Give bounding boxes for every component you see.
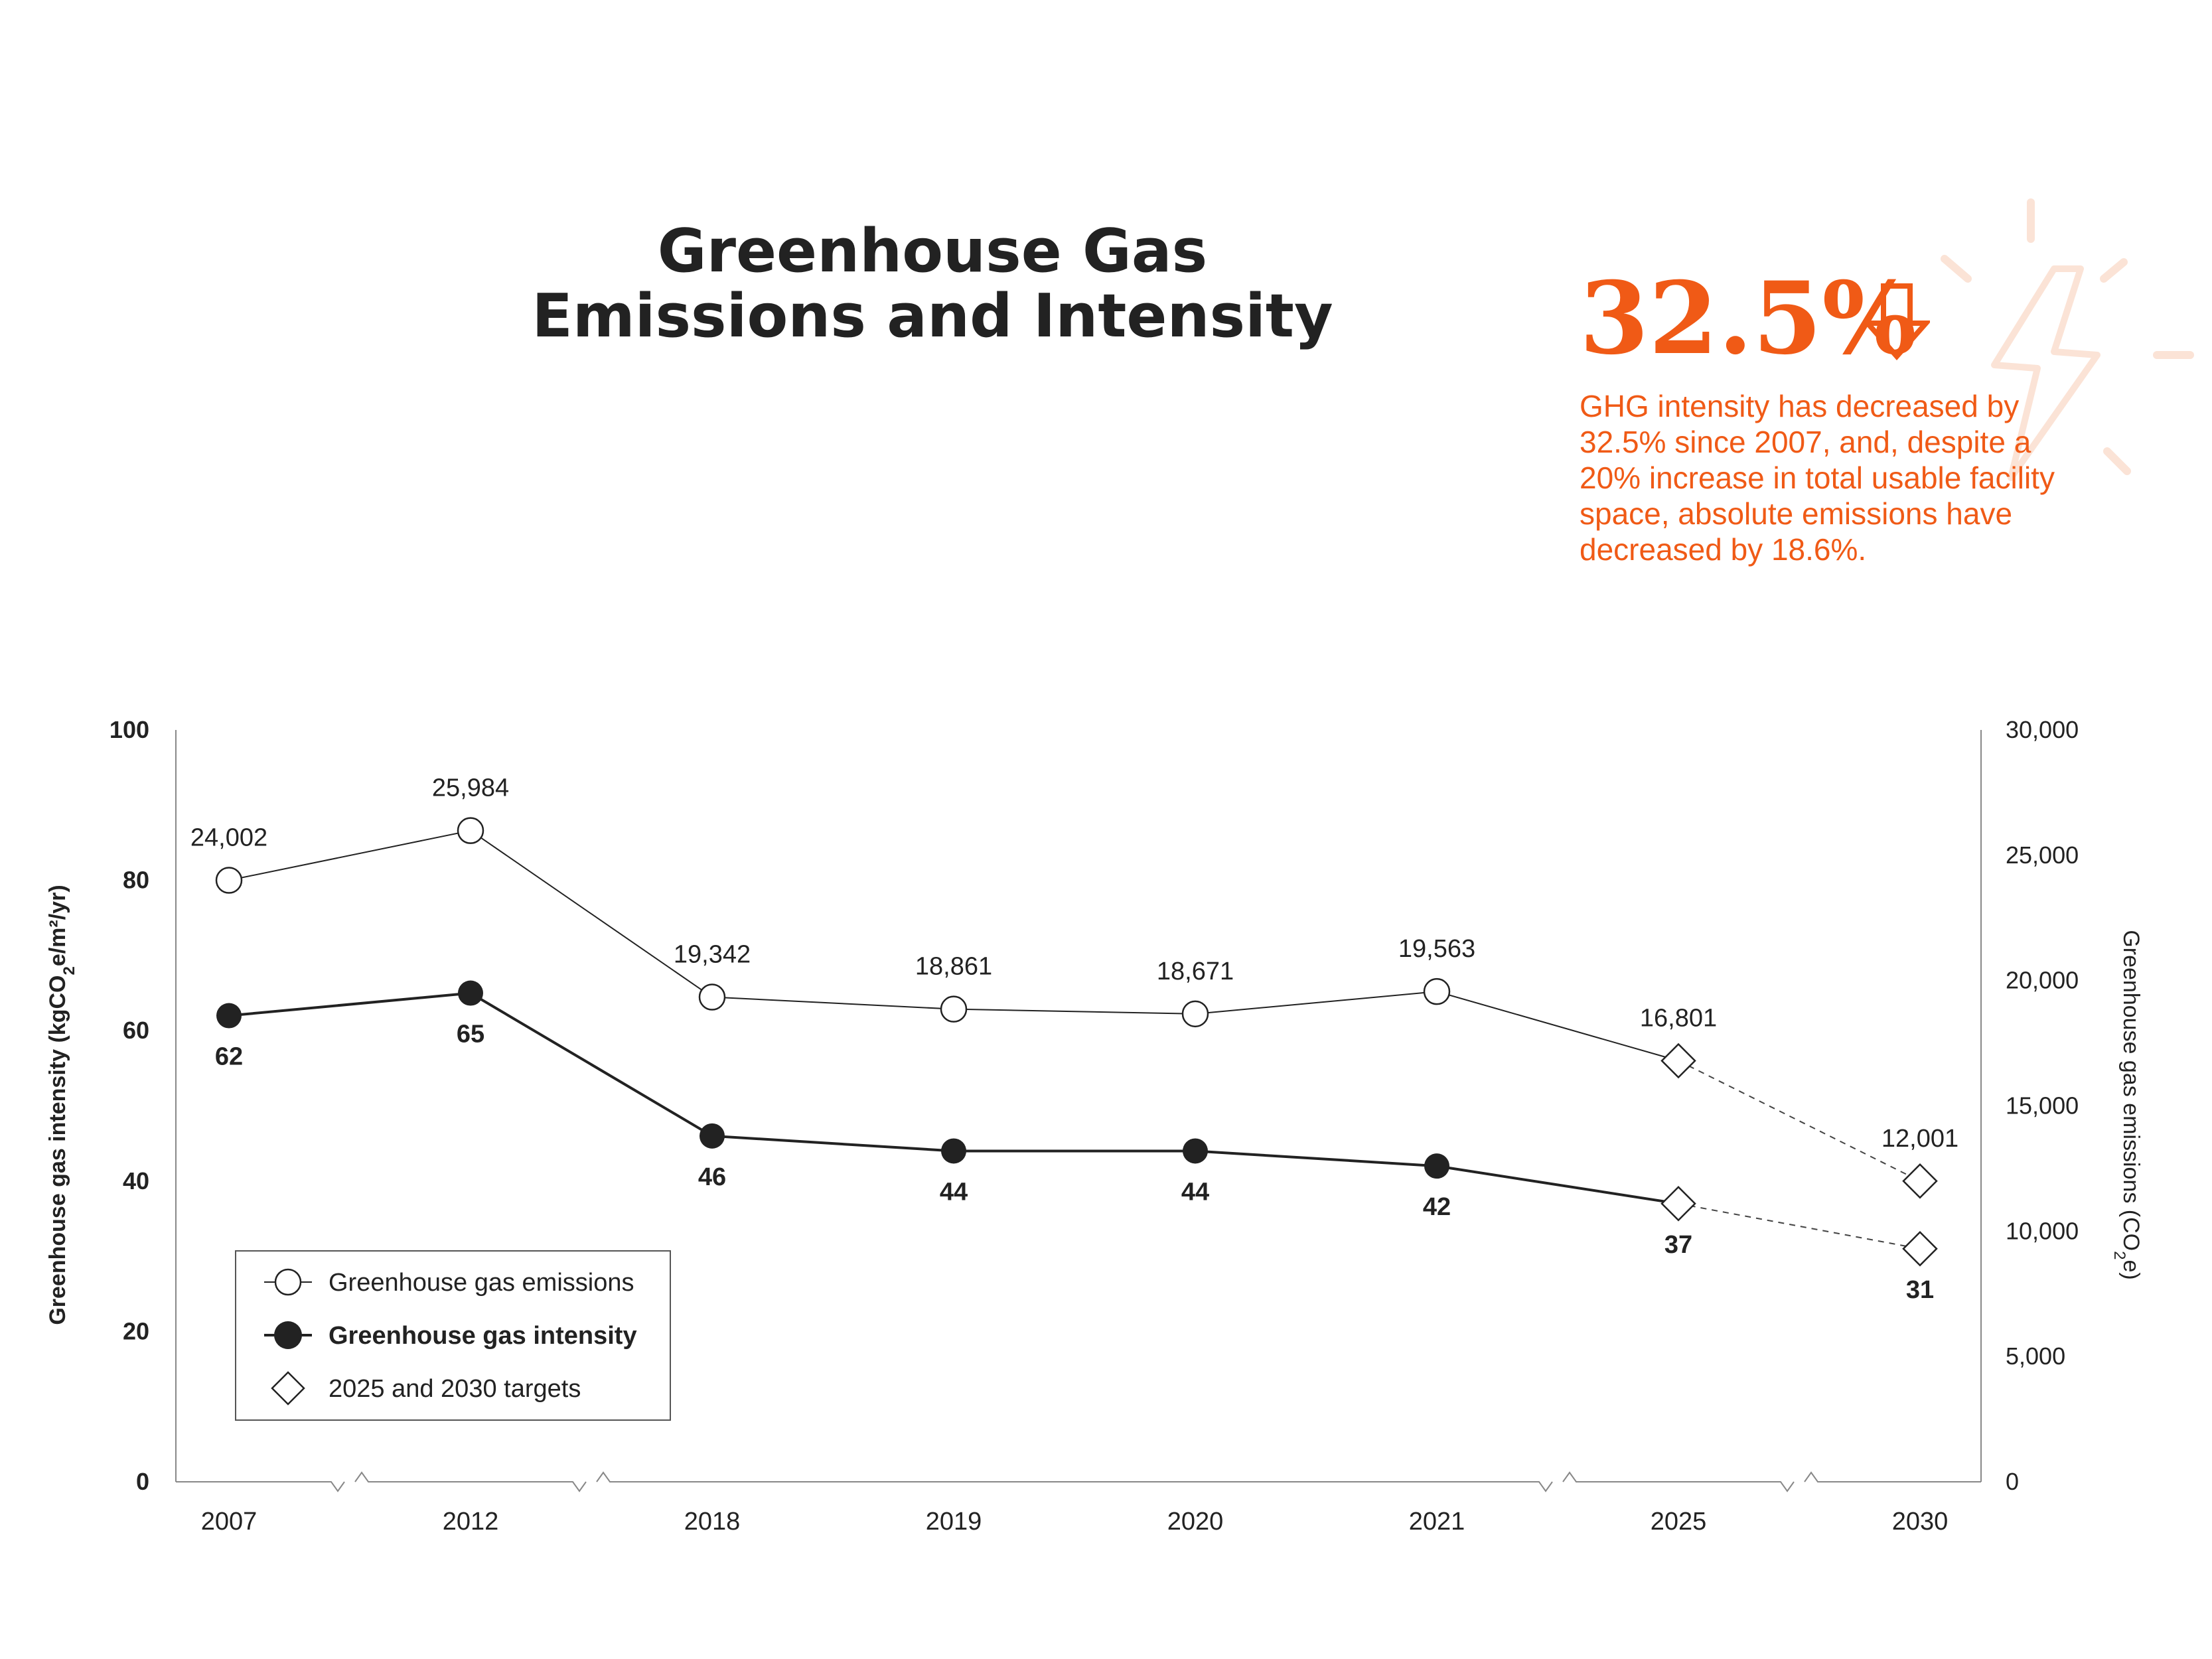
left-tick-label: 60 xyxy=(123,1017,149,1044)
emissions-point-marker xyxy=(215,867,243,894)
left-tick-label: 40 xyxy=(123,1167,149,1194)
right-tick-label: 20,000 xyxy=(2006,967,2079,994)
x-tick-label: 2012 xyxy=(443,1508,499,1536)
intensity-data-label: 46 xyxy=(698,1163,726,1191)
legend-item-intensity: Greenhouse gas intensity xyxy=(264,1321,637,1350)
x-tick-label: 2020 xyxy=(1167,1508,1224,1536)
intensity-data-label: 62 xyxy=(215,1043,243,1071)
emissions-data-label: 19,342 xyxy=(674,941,751,969)
right-axis-label: Greenhouse gas emissions (CO2e) xyxy=(2111,930,2144,1279)
arrow-down-icon xyxy=(1864,283,1930,361)
series-target-line-1 xyxy=(1678,1202,1921,1250)
emissions-point-marker xyxy=(1423,977,1451,1005)
right-tick-label: 30,000 xyxy=(2006,716,2079,743)
chart-title: Greenhouse Gas Emissions and Intensity xyxy=(484,219,1380,349)
intensity-data-label: 37 xyxy=(1664,1231,1692,1259)
chart-title-line-2: Emissions and Intensity xyxy=(532,281,1333,351)
target-diamond-marker xyxy=(1902,1163,1938,1199)
chart-title-line-1: Greenhouse Gas xyxy=(657,216,1208,286)
right-tick-label: 15,000 xyxy=(2006,1092,2079,1119)
legend: Greenhouse gas emissions Greenhouse gas … xyxy=(235,1250,671,1421)
x-tick-label: 2018 xyxy=(684,1508,741,1536)
intensity-point-marker xyxy=(216,1003,242,1029)
right-tick-label: 0 xyxy=(2006,1468,2019,1495)
intensity-data-label: 42 xyxy=(1423,1193,1451,1221)
intensity-point-marker xyxy=(700,1123,725,1149)
emissions-point-marker xyxy=(940,995,968,1023)
emissions-data-label: 24,002 xyxy=(190,824,267,852)
left-tick-label: 100 xyxy=(110,716,149,743)
legend-label-intensity: Greenhouse gas intensity xyxy=(329,1322,637,1350)
x-tick-label: 2007 xyxy=(201,1508,258,1536)
target-diamond-marker xyxy=(1660,1186,1696,1222)
emissions-data-label: 18,671 xyxy=(1157,958,1234,985)
x-axis-line xyxy=(176,1471,1981,1492)
intensity-point-marker xyxy=(1183,1138,1208,1164)
emissions-point-marker xyxy=(1181,1000,1209,1028)
highlight-text: GHG intensity has decreased by 32.5% sin… xyxy=(1580,389,2055,567)
emissions-data-label: 25,984 xyxy=(432,774,509,802)
highlight-stat: 32.5% xyxy=(1580,262,1917,375)
series-markers xyxy=(215,817,1938,1267)
emissions-point-marker xyxy=(698,983,726,1011)
chart-axes xyxy=(175,730,1982,1492)
intensity-data-label: 44 xyxy=(1181,1178,1209,1206)
series-target-line-0 xyxy=(1678,1060,1921,1182)
emissions-data-label: 19,563 xyxy=(1398,935,1475,963)
data-labels: 24,002 25,984 19,342 18,861 18,671 19,563 16,8… xyxy=(190,774,1958,1304)
legend-open-circle-marker xyxy=(274,1268,302,1296)
x-axis-ticks: 2007 2012 2018 2019 2020 2021 2025 2030 xyxy=(201,1508,1949,1536)
right-tick-label: 5,000 xyxy=(2006,1342,2065,1370)
target-diamond-marker xyxy=(1902,1231,1938,1267)
emissions-data-label: 12,001 xyxy=(1881,1125,1958,1153)
intensity-data-label: 44 xyxy=(940,1178,968,1206)
legend-open-diamond-marker xyxy=(271,1371,305,1406)
intensity-point-marker xyxy=(1424,1153,1449,1179)
left-tick-label: 80 xyxy=(123,867,149,894)
intensity-point-marker xyxy=(941,1138,966,1164)
intensity-data-label: 65 xyxy=(457,1021,484,1048)
right-tick-label: 25,000 xyxy=(2006,841,2079,869)
x-tick-label: 2021 xyxy=(1409,1508,1465,1536)
x-tick-label: 2019 xyxy=(926,1508,982,1536)
right-tick-label: 10,000 xyxy=(2006,1217,2079,1244)
x-tick-label: 2030 xyxy=(1892,1508,1949,1536)
legend-label-targets: 2025 and 2030 targets xyxy=(329,1375,581,1403)
legend-filled-circle-marker xyxy=(274,1321,302,1349)
lightning-bolt-icon xyxy=(1941,198,2194,481)
x-tick-label: 2025 xyxy=(1651,1508,1707,1536)
right-axis-ticks: 0 5,000 10,000 15,000 20,000 25,000 30,000 xyxy=(2006,716,2079,1495)
legend-label-emissions: Greenhouse gas emissions xyxy=(329,1269,634,1297)
emissions-data-label: 16,801 xyxy=(1640,1004,1717,1032)
legend-item-targets: 2025 and 2030 targets xyxy=(271,1371,581,1406)
left-axis-label: Greenhouse gas intensity (kgCO2e/m²/yr) xyxy=(45,885,78,1325)
intensity-point-marker xyxy=(458,980,483,1006)
intensity-data-label: 31 xyxy=(1906,1276,1934,1304)
left-tick-label: 0 xyxy=(136,1468,149,1495)
series-line-1 xyxy=(228,991,1679,1205)
left-axis-ticks: 0 20 40 60 80 100 xyxy=(110,716,149,1495)
emissions-data-label: 18,861 xyxy=(915,953,992,981)
left-tick-label: 20 xyxy=(123,1317,149,1344)
legend-item-emissions: Greenhouse gas emissions xyxy=(264,1268,634,1297)
highlight-stat-value: 32.5% xyxy=(1580,260,1917,377)
emissions-point-marker xyxy=(457,817,484,844)
target-diamond-marker xyxy=(1660,1043,1696,1079)
